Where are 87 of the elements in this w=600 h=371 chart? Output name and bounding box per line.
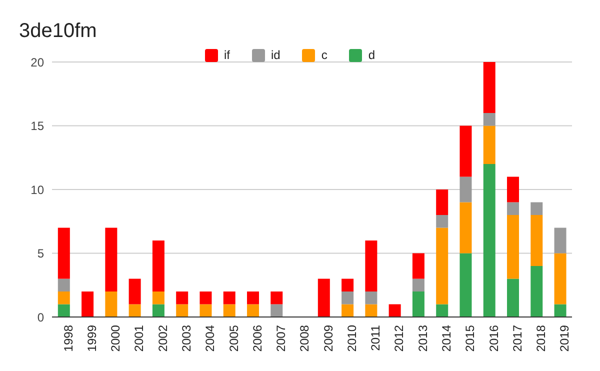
bar (554, 304, 566, 317)
x-tick-label: 2010 (344, 324, 359, 352)
chart-title: 3de10fm (19, 20, 97, 43)
bar (436, 190, 448, 215)
bar (507, 176, 519, 202)
bar (82, 292, 94, 317)
y-tick-label: 10 (30, 182, 44, 197)
bar (365, 240, 378, 292)
x-tick-label: 2009 (321, 324, 336, 352)
bar (507, 215, 519, 279)
bar (554, 228, 566, 254)
x-tick-label: 2005 (226, 324, 241, 352)
bar (436, 304, 448, 317)
bar (530, 202, 543, 215)
bar (342, 278, 354, 292)
legend-label: d (367, 48, 376, 62)
y-tick-label: 0 (37, 310, 44, 324)
x-tick-label: 2019 (558, 324, 572, 352)
x-tick-label: 2013 (416, 324, 430, 352)
bar (247, 292, 259, 304)
bar (460, 176, 472, 202)
bar (58, 228, 70, 279)
bar (223, 292, 236, 304)
bar (412, 278, 424, 292)
bar (247, 304, 259, 317)
bar (200, 304, 212, 317)
bar (483, 126, 496, 164)
bar (128, 278, 141, 304)
bar (554, 253, 566, 304)
bar (128, 304, 141, 317)
legend-label: c (320, 48, 328, 62)
bar (412, 253, 424, 279)
bar (58, 292, 70, 304)
bar (483, 113, 496, 126)
bar (342, 292, 354, 304)
legend-label: if (222, 48, 230, 62)
bar (176, 292, 188, 304)
x-tick-label: 2018 (534, 324, 548, 352)
bar (176, 304, 188, 317)
x-tick-label: 2011 (368, 324, 383, 351)
bar (342, 304, 354, 317)
legend-label: id (270, 48, 280, 62)
x-tick-label: 2017 (510, 324, 524, 352)
x-tick-label: 2001 (132, 324, 146, 352)
x-tick-label: 2014 (440, 324, 454, 352)
x-tick-label: 1999 (84, 324, 99, 352)
x-tick-label: 2008 (298, 324, 312, 352)
bar (152, 292, 164, 304)
y-tick-label: 20 (30, 55, 44, 70)
x-tick-label: 2006 (250, 324, 264, 352)
x-tick-label: 2000 (108, 324, 123, 352)
bar (318, 278, 330, 317)
bar (152, 240, 164, 292)
x-tick-label: 2004 (203, 324, 218, 352)
x-tick-label: 2015 (463, 324, 478, 352)
bar (270, 304, 283, 317)
bar (460, 202, 472, 254)
bar (365, 304, 378, 317)
x-tick-label: 2003 (180, 324, 194, 352)
x-tick-label: 2007 (274, 324, 288, 352)
bar (200, 292, 212, 304)
bar (152, 304, 164, 317)
bar (436, 215, 448, 228)
bar (58, 304, 70, 317)
bar (530, 215, 543, 266)
bar (507, 202, 519, 215)
bar (530, 266, 543, 317)
bar (460, 253, 472, 317)
bar (105, 228, 118, 292)
y-tick-label: 5 (37, 246, 44, 261)
bar (412, 292, 424, 317)
bar (365, 292, 378, 304)
bar (388, 304, 401, 317)
bar (436, 228, 448, 304)
x-tick-label: 2002 (156, 324, 170, 352)
y-tick-label: 15 (30, 119, 44, 134)
bar (483, 164, 496, 317)
bar (105, 292, 118, 317)
bar (58, 278, 70, 292)
x-tick-label: 2012 (392, 324, 406, 352)
x-tick-label: 2016 (486, 324, 501, 352)
bar (270, 292, 283, 304)
bar (223, 304, 236, 317)
x-tick-label: 1998 (61, 324, 76, 352)
bar (460, 126, 472, 177)
bar (483, 62, 496, 113)
bar (507, 278, 519, 317)
